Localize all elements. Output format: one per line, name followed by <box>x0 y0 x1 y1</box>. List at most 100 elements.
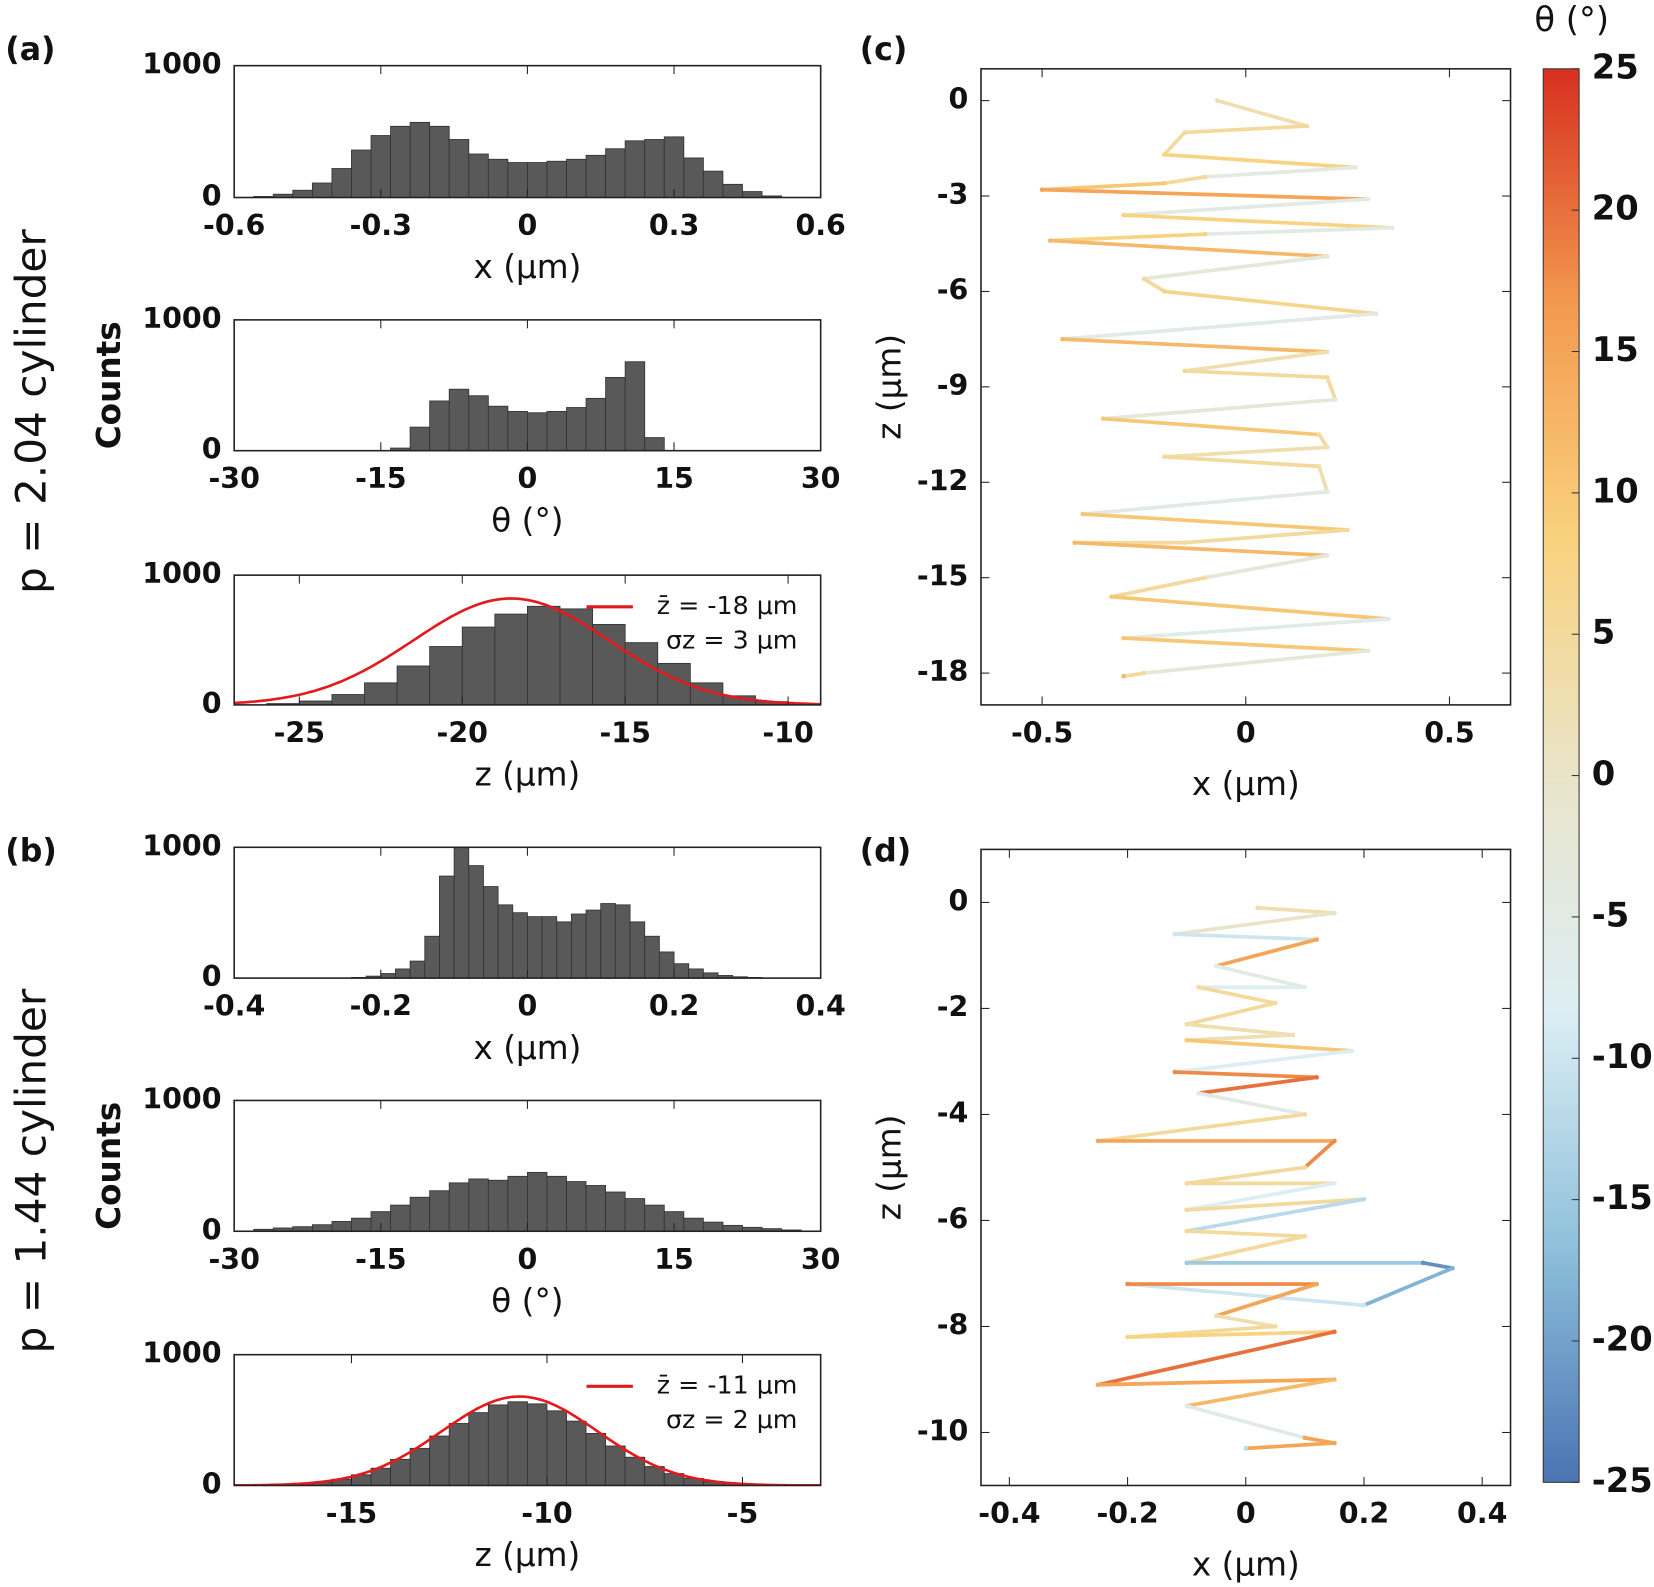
colorbar-tick-label: 10 <box>1592 471 1639 510</box>
trajectory-point <box>1182 368 1187 374</box>
y-tick-label: -10 <box>917 1414 968 1447</box>
trajectory-point <box>1302 1435 1308 1441</box>
trajectory-point <box>1314 1281 1320 1287</box>
trajectory-point <box>1100 416 1106 421</box>
colorbar-tick-label: 25 <box>1592 47 1639 86</box>
y-tick-label: 0 <box>949 884 969 917</box>
trajectory-point <box>1243 1446 1249 1451</box>
bar <box>566 1181 587 1232</box>
bar <box>448 1423 470 1486</box>
bar <box>429 400 450 451</box>
trajectory-point <box>1184 1403 1189 1409</box>
bar <box>702 170 724 198</box>
trajectory-point <box>1196 1090 1201 1096</box>
bar <box>292 189 313 198</box>
x-tick-label: -0.4 <box>203 990 265 1023</box>
bar <box>585 1432 607 1486</box>
y-tick-label: -18 <box>917 655 968 688</box>
trajectory-segment <box>1255 905 1337 915</box>
x-tick-label: 30 <box>801 462 841 495</box>
bar <box>566 1420 587 1486</box>
trajectory-segment <box>1060 337 1330 354</box>
bar <box>566 158 587 198</box>
trajectory-segment <box>1096 1329 1337 1387</box>
bar <box>722 1224 743 1232</box>
x-tick-label: 15 <box>654 462 694 495</box>
x-tick-label: -20 <box>437 716 488 749</box>
trajectory-segment <box>1162 454 1321 469</box>
trajectory-segment <box>1048 238 1330 259</box>
trajectory-point <box>1161 454 1167 460</box>
x-tick-label: 0 <box>1236 716 1256 749</box>
bar <box>600 903 616 979</box>
trajectory-point <box>1386 616 1391 622</box>
trajectory-point <box>1182 540 1187 546</box>
x-tick-label: 0.2 <box>649 990 699 1023</box>
trajectory-segment <box>1162 445 1330 459</box>
row-label: p = 1.44 cylinder <box>6 988 55 1353</box>
trajectory-segment <box>1184 1404 1307 1440</box>
trajectory-segment <box>1048 232 1207 243</box>
trajectory-segment <box>1121 617 1391 640</box>
panel-label: (a) <box>5 32 55 68</box>
trajectory-point <box>1184 1037 1189 1043</box>
trajectory-point <box>1255 905 1260 911</box>
trajectory-point <box>1202 575 1208 580</box>
colorbar-tick-label: -25 <box>1592 1461 1653 1500</box>
bar <box>683 1217 704 1232</box>
trajectory-point <box>1080 511 1086 517</box>
y-tick-label: 1000 <box>142 557 221 590</box>
trajectory-segment <box>1325 375 1338 402</box>
bar <box>559 608 594 705</box>
y-tick-label: 0 <box>202 687 222 720</box>
trajectory-segment <box>1184 1038 1354 1053</box>
trajectory-point <box>1072 540 1078 546</box>
bar <box>556 921 572 979</box>
trajectory-point <box>1121 673 1126 679</box>
y-tick-label: -6 <box>937 273 969 306</box>
trajectory-segment <box>1196 1075 1319 1096</box>
trajectory-segment <box>1421 1261 1455 1271</box>
trajectory-point <box>1390 225 1395 231</box>
trajectory-segment <box>1303 1139 1337 1170</box>
trajectory-point <box>1172 931 1178 937</box>
trajectory-segment <box>1182 369 1330 380</box>
trajectory-segment <box>1080 512 1350 532</box>
bar <box>546 1410 567 1486</box>
bar <box>468 1412 489 1486</box>
bar <box>409 1447 431 1486</box>
trajectory-segment <box>1184 1033 1295 1043</box>
axes-frame <box>980 68 1512 706</box>
x-tick-label: -30 <box>208 1243 259 1276</box>
trajectory-segment <box>1125 1282 1366 1308</box>
trajectory-point <box>1161 289 1167 294</box>
trajectory-point <box>1324 489 1330 495</box>
bar <box>487 1179 509 1232</box>
trajectory-point <box>1302 1165 1308 1170</box>
trajectory-point <box>1302 984 1308 990</box>
bar <box>395 968 411 979</box>
x-tick-label: 0.6 <box>795 209 845 242</box>
trajectory-segment <box>1184 1181 1337 1212</box>
x-tick-label: 0.5 <box>1424 716 1474 749</box>
trajectory-segment <box>1173 932 1319 942</box>
trajectory-segment <box>1203 165 1358 179</box>
trajectory-point <box>1324 553 1330 558</box>
bar <box>364 682 398 705</box>
bar <box>585 154 607 198</box>
trajectory-segment <box>1142 254 1330 281</box>
bar <box>507 162 528 198</box>
bar <box>461 626 496 705</box>
trajectory-segment <box>1121 197 1370 217</box>
trajectory-point <box>1324 254 1330 259</box>
trajectory-point <box>1182 130 1187 135</box>
bar <box>390 1204 411 1232</box>
trajectory-segment <box>1184 1377 1337 1408</box>
bar <box>605 377 626 451</box>
trajectory-segment <box>1196 1091 1307 1117</box>
trajectory-segment <box>1214 1282 1319 1318</box>
x-tick-label: 0.3 <box>649 209 699 242</box>
bar <box>468 1178 489 1232</box>
bar <box>592 624 626 705</box>
x-axis-label: z (μm) <box>475 756 581 794</box>
